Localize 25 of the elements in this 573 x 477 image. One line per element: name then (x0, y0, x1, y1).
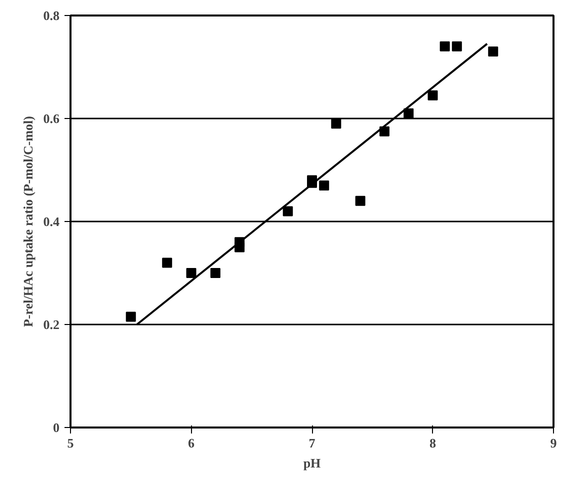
x-tick-label: 7 (308, 436, 316, 450)
point (126, 312, 136, 322)
point (428, 90, 438, 100)
x-tick-label: 8 (430, 436, 436, 450)
point (488, 46, 498, 57)
x-axis-title: pH (303, 456, 321, 470)
x-tick-label: 9 (550, 436, 558, 450)
point (452, 41, 462, 52)
x-tick-label: 5 (67, 436, 74, 450)
y-tick-label: 0.4 (43, 214, 60, 229)
y-tick-label: 0 (53, 420, 60, 435)
point (440, 41, 450, 52)
point (404, 108, 414, 118)
y-tick-label: 0.2 (43, 317, 60, 332)
point (162, 258, 172, 268)
point (282, 206, 293, 216)
y-tick-label: 0.8 (43, 8, 60, 23)
point (319, 180, 330, 190)
y-axis-title: P-rel/HAc uptake ratio (P-mol/C-mol) (20, 116, 36, 327)
point (355, 196, 366, 206)
point (186, 268, 196, 278)
y-tick-label: 0.6 (43, 111, 60, 126)
point (210, 268, 220, 278)
point (331, 118, 342, 129)
x-tick-label: 6 (188, 436, 195, 450)
